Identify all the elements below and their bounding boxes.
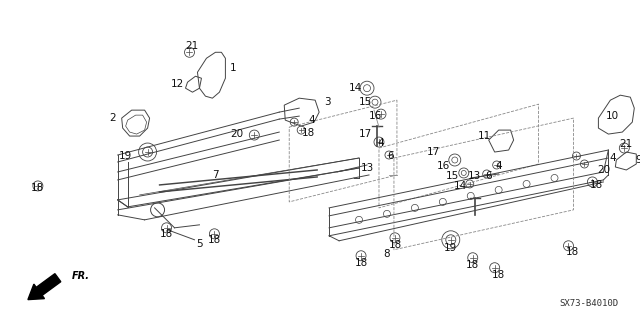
Text: 18: 18 xyxy=(492,270,506,280)
Text: 8: 8 xyxy=(383,249,390,259)
Text: 18: 18 xyxy=(566,247,579,257)
Text: 21: 21 xyxy=(185,41,198,51)
Text: 17: 17 xyxy=(358,129,372,139)
Text: 18: 18 xyxy=(31,183,45,193)
Text: 17: 17 xyxy=(428,147,440,157)
Text: 18: 18 xyxy=(301,128,315,138)
Text: 6: 6 xyxy=(388,151,394,161)
Text: 1: 1 xyxy=(230,63,237,73)
Text: 13: 13 xyxy=(360,163,374,173)
Text: 16: 16 xyxy=(437,161,451,171)
Text: 19: 19 xyxy=(119,151,132,161)
Text: 18: 18 xyxy=(160,229,173,239)
Text: 11: 11 xyxy=(478,131,492,141)
Text: 12: 12 xyxy=(171,79,184,89)
Text: 3: 3 xyxy=(324,97,330,107)
Text: 19: 19 xyxy=(444,243,458,253)
Text: 4: 4 xyxy=(495,161,502,171)
Text: 2: 2 xyxy=(109,113,116,123)
Text: 14: 14 xyxy=(454,181,467,191)
Text: 4: 4 xyxy=(609,153,616,163)
Text: 16: 16 xyxy=(369,111,381,121)
Text: 5: 5 xyxy=(196,239,203,249)
Text: 4: 4 xyxy=(378,138,384,148)
Text: 18: 18 xyxy=(466,260,479,270)
Text: 9: 9 xyxy=(635,155,640,165)
Text: 20: 20 xyxy=(230,129,243,139)
Text: 18: 18 xyxy=(208,235,221,245)
Text: 18: 18 xyxy=(355,258,367,268)
Text: 6: 6 xyxy=(485,171,492,181)
Text: 14: 14 xyxy=(348,83,362,93)
Text: FR.: FR. xyxy=(72,271,90,281)
FancyArrow shape xyxy=(28,274,61,300)
Text: 10: 10 xyxy=(606,111,619,121)
Text: 7: 7 xyxy=(212,170,219,180)
Text: 18: 18 xyxy=(590,180,603,190)
Text: 15: 15 xyxy=(358,97,372,107)
Text: SX73-B4010D: SX73-B4010D xyxy=(559,299,618,308)
Text: 13: 13 xyxy=(468,171,481,181)
Text: 21: 21 xyxy=(620,139,633,149)
Text: 15: 15 xyxy=(446,171,460,181)
Text: 4: 4 xyxy=(309,115,316,125)
Text: 18: 18 xyxy=(388,240,401,250)
Text: 20: 20 xyxy=(597,165,610,175)
